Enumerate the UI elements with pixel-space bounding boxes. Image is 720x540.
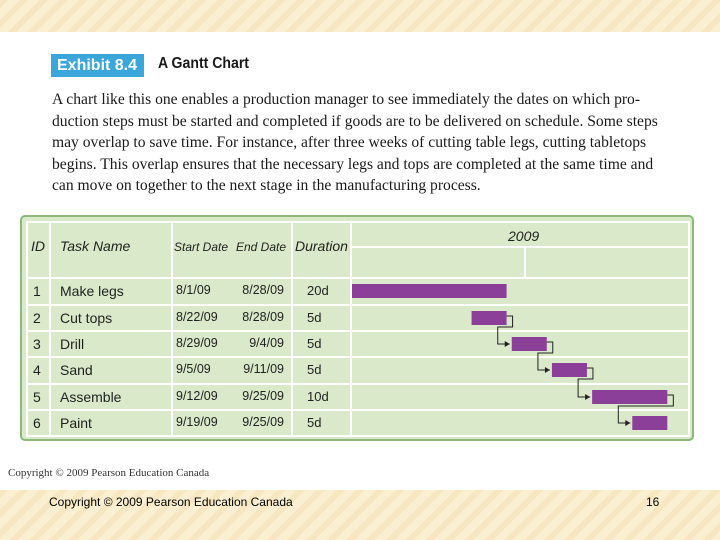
- task-duration: 5d: [307, 362, 322, 377]
- task-end-date: 8/28/09: [242, 283, 284, 297]
- task-name: Cut tops: [60, 310, 113, 326]
- header-task-name: Task Name: [60, 238, 131, 254]
- dependency-connector: [617, 394, 674, 424]
- description-line: may overlap to save time. For instance, …: [52, 134, 647, 151]
- dependency-connector: [537, 341, 554, 371]
- task-start-date: 8/22/09: [176, 310, 218, 324]
- header-duration: Duration: [295, 238, 348, 254]
- bottom-decorative-band: [0, 490, 720, 540]
- header-cell: [350, 221, 690, 279]
- header-id: ID: [31, 238, 45, 254]
- header-start-date: Start Date: [174, 240, 229, 254]
- task-duration: 5d: [307, 336, 322, 351]
- grid-cell: [291, 409, 352, 437]
- dependency-connector: [497, 315, 514, 345]
- task-duration: 20d: [307, 283, 329, 298]
- task-start-date: 8/1/09: [176, 283, 211, 297]
- dependency-arrowhead: [504, 341, 510, 347]
- task-start-date: 9/5/09: [176, 362, 211, 376]
- exhibit-badge: Exhibit 8.4: [51, 54, 144, 77]
- task-duration: 10d: [307, 389, 329, 404]
- grid-cell: [291, 383, 352, 411]
- task-end-date: 8/28/09: [242, 310, 284, 324]
- task-id: 2: [33, 310, 41, 326]
- task-end-date: 9/25/09: [242, 389, 284, 403]
- description-line: begins. This overlap ensures that the ne…: [52, 155, 654, 173]
- task-id: 6: [33, 415, 41, 431]
- grid-cell: [171, 409, 293, 437]
- gantt-bar: [471, 311, 507, 325]
- gantt-bar: [511, 337, 547, 351]
- exhibit-copyright: Copyright © 2009 Pearson Education Canad…: [8, 467, 210, 479]
- page-number: 16: [646, 495, 660, 509]
- dependency-arrowhead: [544, 367, 550, 373]
- dependency-arrowhead: [625, 420, 631, 426]
- grid-cell: [291, 330, 352, 358]
- grid-cell: [291, 304, 352, 332]
- task-duration: 5d: [307, 310, 322, 325]
- task-name: Paint: [60, 415, 92, 431]
- task-end-date: 9/25/09: [242, 415, 284, 429]
- task-id: 4: [33, 362, 41, 378]
- task-name: Sand: [60, 362, 93, 378]
- task-start-date: 9/12/09: [176, 389, 218, 403]
- task-name: Drill: [60, 336, 85, 352]
- description-line: can move on together to the next stage i…: [52, 177, 481, 194]
- grid-cell: [171, 383, 293, 411]
- task-end-date: 9/4/09: [249, 336, 284, 350]
- task-start-date: 9/19/09: [176, 415, 218, 429]
- task-name: Make legs: [60, 283, 124, 299]
- grid-cell: [350, 304, 690, 332]
- top-decorative-band: [0, 0, 720, 32]
- gantt-grid: [26, 221, 690, 437]
- description-line: duction steps must be started and comple…: [52, 112, 658, 130]
- task-end-date: 9/11/09: [243, 362, 284, 376]
- timeline-year: 2009: [508, 228, 540, 244]
- gantt-bar: [632, 416, 668, 430]
- description-line: A chart like this one enables a producti…: [52, 91, 641, 108]
- dependency-connector: [577, 367, 594, 398]
- task-duration: 5d: [307, 415, 322, 430]
- task-id: 1: [33, 283, 41, 299]
- gantt-chart: ID Task Name Start Date End Date Duration 200…: [20, 215, 694, 441]
- task-id: 5: [33, 389, 41, 405]
- grid-cell: [49, 304, 173, 332]
- gantt-bar: [592, 390, 668, 404]
- gantt-bar: [551, 363, 587, 377]
- grid-cell: [291, 356, 352, 385]
- task-name: Assemble: [60, 389, 122, 405]
- header-end-date: End Date: [236, 240, 287, 254]
- gantt-bar: [352, 284, 507, 298]
- grid-cell: [171, 304, 293, 332]
- exhibit-title: A Gantt Chart: [158, 55, 249, 72]
- dependency-arrowhead: [585, 394, 591, 400]
- footer-copyright: Copyright © 2009 Pearson Education Canad…: [49, 495, 293, 509]
- task-id: 3: [33, 336, 41, 352]
- task-start-date: 8/29/09: [176, 336, 218, 350]
- grid-cell: [171, 356, 293, 385]
- description-paragraph: A chart like this one enables a producti…: [52, 89, 692, 197]
- grid-cell: [350, 356, 690, 385]
- grid-cell: [171, 330, 293, 358]
